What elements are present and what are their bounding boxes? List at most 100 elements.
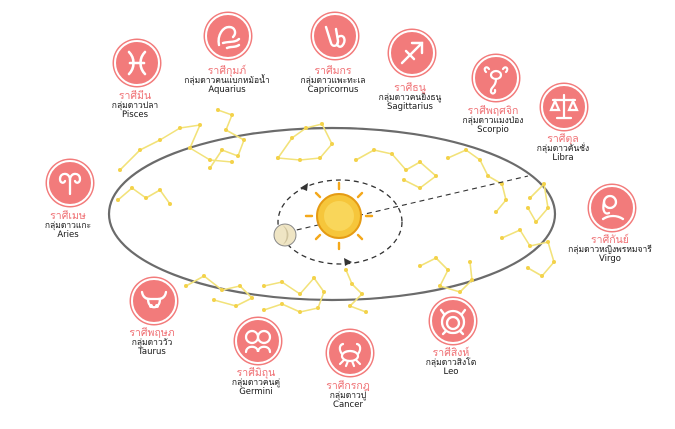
pisces-icon [114, 40, 160, 86]
constellation-star [212, 298, 216, 302]
constellation-star [404, 168, 408, 172]
sign-english-name: Sagittarius [387, 101, 433, 112]
libra-icon [541, 84, 587, 130]
sign-thai-name: ราศีกุมภ์ [207, 65, 247, 77]
constellation-star [238, 284, 242, 288]
constellation-star [546, 240, 550, 244]
constellation-star [138, 148, 142, 152]
sign-thai-name: ราศีมิถุน [236, 367, 276, 379]
constellation-gemini [263, 277, 325, 313]
constellation-star [202, 274, 206, 278]
sign-english-name: Scorpio [477, 124, 509, 135]
earth-orbit-arrow-bottom [344, 258, 352, 266]
sign-english-name: Aquarius [208, 84, 246, 95]
sign-thai-name: ราศีพฤศจิก [467, 105, 519, 117]
constellation-star [344, 268, 348, 272]
constellation-star [262, 284, 266, 288]
constellation-star [552, 260, 556, 264]
constellation-star [528, 196, 532, 200]
sign-thai-name: ราศีมกร [314, 65, 352, 77]
capricorn-icon [312, 13, 358, 59]
sign-group-name: กลุ่มดาวคันชั่ง [536, 144, 590, 155]
constellation-star [350, 282, 354, 286]
constellation-star [312, 276, 316, 280]
constellation-star [446, 268, 450, 272]
constellation-star [364, 310, 368, 314]
constellation-sagittarius [355, 149, 437, 189]
constellation-star [208, 166, 212, 170]
constellation-star [418, 186, 422, 190]
constellation-star [198, 123, 202, 127]
constellation-star [220, 288, 224, 292]
constellation-star [330, 142, 334, 146]
constellation-star [118, 168, 122, 172]
sun [304, 181, 374, 251]
constellation-star [280, 280, 284, 284]
sign-group-name: กลุ่มดาววัว [131, 338, 173, 349]
sign-english-name: Germini [239, 386, 273, 397]
sign-group-name: กลุ่มดาวแมงป่อง [462, 116, 524, 127]
sign-english-name: Libra [552, 152, 574, 163]
constellation-star [298, 310, 302, 314]
constellation-star [130, 186, 134, 190]
constellation-star [230, 113, 234, 117]
constellation-star [438, 284, 442, 288]
constellation-star [158, 138, 162, 142]
constellation-star [304, 126, 308, 130]
constellation-capricorn [277, 123, 333, 161]
sign-group-name: กลุ่มดาวสิงโต [425, 358, 477, 369]
constellation-libra [527, 183, 549, 223]
virgo-icon [589, 185, 635, 231]
constellation-star [390, 152, 394, 156]
sign-thai-name: ราศีธนู [394, 82, 426, 94]
sign-english-name: Cancer [333, 399, 363, 410]
sign-english-name: Pisces [121, 109, 149, 120]
constellation-star [464, 148, 468, 152]
constellation-star [188, 146, 192, 150]
sign-thai-name: ราศีตุล [547, 133, 579, 145]
sagittarius-icon [389, 30, 435, 76]
constellation-star [144, 196, 148, 200]
sign-group-name: กลุ่มดาวปู [329, 391, 367, 402]
constellation-star [500, 182, 504, 186]
constellation-star [178, 126, 182, 130]
earth-orbit-arrow-top [300, 183, 308, 191]
constellation-star [298, 292, 302, 296]
constellation-star [528, 244, 532, 248]
constellation-star [280, 302, 284, 306]
constellation-star [276, 156, 280, 160]
constellation-aries [117, 187, 171, 205]
sign-thai-name: ราศีพฤษภ [129, 327, 175, 339]
constellation-star [262, 308, 266, 312]
sign-group-name: กลุ่มดาวปลา [111, 101, 159, 112]
constellation-star [234, 304, 238, 308]
constellation-star [354, 158, 358, 162]
cancer-icon [327, 330, 373, 376]
sign-thai-name: ราศีเมษ [50, 210, 86, 222]
constellation-star [434, 256, 438, 260]
sign-group-name: กลุ่มดาวคนยิงธนู [378, 93, 442, 104]
taurus-icon [131, 278, 177, 324]
constellation-star [504, 198, 508, 202]
constellation-star [318, 156, 322, 160]
constellation-star [298, 158, 302, 162]
constellation-star [486, 174, 490, 178]
constellation-star [168, 202, 172, 206]
constellation-star [320, 122, 324, 126]
constellation-star [418, 160, 422, 164]
sign-thai-name: ราศีสิงห์ [432, 347, 470, 359]
constellation-star [500, 236, 504, 240]
sign-english-name: Virgo [599, 253, 621, 264]
aries-icon [47, 160, 93, 206]
sign-group-name: กลุ่มดาวหญิงพรหมจารี [568, 245, 652, 256]
leo-icon [430, 298, 476, 344]
constellation-star [402, 178, 406, 182]
constellation-star [372, 148, 376, 152]
sign-thai-name: ราศีกันย์ [591, 234, 629, 246]
constellation-star [236, 154, 240, 158]
constellation-star [208, 158, 212, 162]
constellation-star [518, 228, 522, 232]
constellation-star [446, 156, 450, 160]
constellation-star [116, 198, 120, 202]
